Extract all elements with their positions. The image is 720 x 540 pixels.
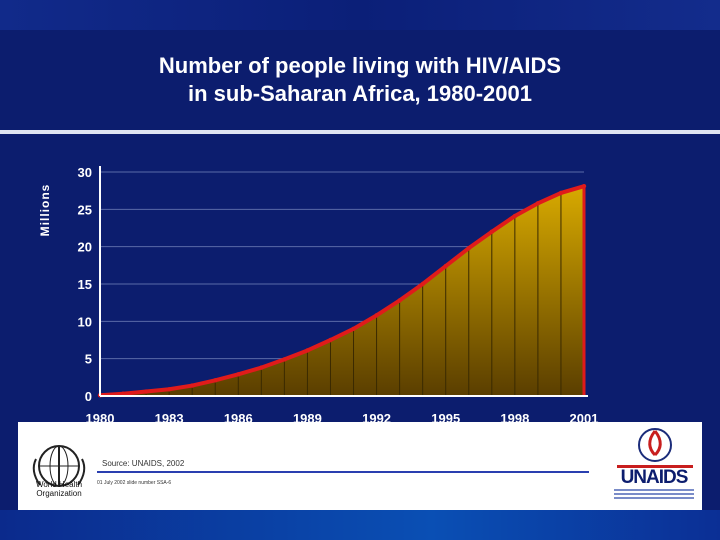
data-point-1986 (236, 372, 241, 377)
series-line (97, 183, 587, 398)
data-point-1996 (466, 245, 471, 251)
data-point-1985 (213, 378, 218, 383)
unaids-red-bar (617, 465, 693, 468)
slide-reference: 01 July 2002 slide number SSA-6 (97, 480, 172, 486)
y-tick-label: 30 (78, 165, 92, 180)
data-point-1999 (535, 201, 541, 206)
unaids-emblem-icon (638, 428, 672, 462)
data-point-1991 (351, 326, 356, 331)
data-point-1988 (282, 357, 287, 362)
area-series (100, 186, 584, 396)
source-note: Source: UNAIDS, 2002 (102, 459, 185, 468)
area-fill (100, 186, 584, 396)
data-point-1995 (443, 263, 448, 269)
data-point-1997 (489, 229, 495, 234)
data-point-1993 (397, 298, 402, 303)
data-point-1994 (420, 281, 425, 287)
data-point-1982 (143, 389, 149, 394)
data-point-2001 (581, 183, 587, 189)
unaids-tagline-lines (614, 489, 694, 503)
who-emblem-icon (32, 445, 86, 487)
data-point-1998 (512, 213, 518, 219)
y-tick-label: 15 (78, 277, 92, 292)
data-point-1984 (189, 383, 195, 388)
y-tick-label: 10 (78, 314, 92, 329)
data-point-1989 (305, 348, 310, 353)
top-band (0, 0, 720, 30)
title-line-1: Number of people living with HIV/AIDS (158, 53, 562, 78)
footer-panel (18, 422, 702, 510)
title-line-2: in sub-Saharan Africa, 1980-2001 (187, 81, 532, 106)
data-point-1987 (259, 365, 264, 370)
data-point-1981 (120, 391, 126, 396)
title-divider (0, 130, 720, 134)
y-tick-label: 5 (85, 352, 92, 367)
data-point-2000 (558, 190, 564, 196)
footer-rule (97, 471, 589, 473)
data-point-1990 (328, 337, 333, 343)
bottom-band (0, 510, 720, 540)
unaids-logo: UNAIDS (620, 467, 689, 488)
data-point-1983 (166, 387, 172, 392)
who-label: World Health Organization (35, 480, 83, 498)
data-point-1992 (374, 313, 379, 318)
y-tick-label: 20 (78, 240, 92, 255)
chart-title: Number of people living with HIV/AIDS in… (0, 52, 720, 108)
y-tick-label: 0 (85, 389, 92, 404)
series-line-path (99, 184, 585, 398)
y-tick-label: 25 (78, 202, 92, 217)
